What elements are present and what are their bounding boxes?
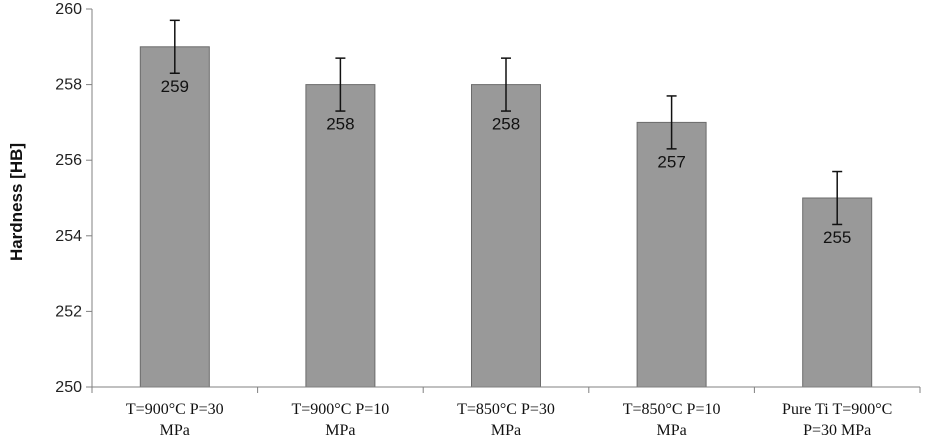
category-label-line: P=30 MPa — [803, 422, 871, 439]
data-label: 255 — [823, 228, 851, 247]
y-tick-label: 254 — [55, 228, 82, 245]
category-label-line: Pure Ti T=900°C — [782, 401, 892, 418]
bar — [802, 197, 873, 388]
y-tick-label: 250 — [55, 379, 82, 396]
category-label: Pure Ti T=900°C P=30 MPa — [782, 401, 892, 439]
error-bars — [169, 19, 843, 226]
y-axis-tick-labels: 250 252 254 256 258 260 — [55, 1, 82, 396]
y-tick-label: 256 — [55, 152, 82, 169]
y-tick-label: 252 — [55, 303, 82, 320]
data-labels: 259 258 258 257 255 — [161, 77, 852, 247]
category-label-line: T=900°C P=10 — [292, 401, 390, 418]
y-axis-title: Hardness [HB] — [7, 143, 26, 261]
category-label: T=850°C P=30 MPa — [457, 401, 555, 439]
category-label-line: T=850°C P=30 — [457, 401, 555, 418]
category-label-line: T=900°C P=30 — [126, 401, 224, 418]
category-label-line: MPa — [325, 422, 355, 439]
y-axis-ticks — [86, 8, 92, 388]
category-label-line: MPa — [491, 422, 521, 439]
category-label-line: MPa — [656, 422, 686, 439]
bar — [139, 46, 210, 388]
data-label: 258 — [326, 115, 354, 134]
bar — [305, 84, 376, 388]
category-label: T=850°C P=10 MPa — [623, 401, 721, 439]
x-axis-ticks — [91, 387, 921, 393]
data-label: 259 — [161, 77, 189, 96]
y-tick-label: 258 — [55, 77, 82, 94]
data-label: 257 — [657, 152, 685, 171]
y-tick-label: 260 — [55, 1, 82, 18]
category-label: T=900°C P=10 MPa — [292, 401, 390, 439]
category-label: T=900°C P=30 MPa — [126, 401, 224, 439]
axes — [91, 9, 920, 388]
bar — [471, 84, 541, 388]
category-label-line: T=850°C P=10 — [623, 401, 721, 418]
data-label: 258 — [492, 115, 520, 134]
category-label-line: MPa — [160, 422, 190, 439]
